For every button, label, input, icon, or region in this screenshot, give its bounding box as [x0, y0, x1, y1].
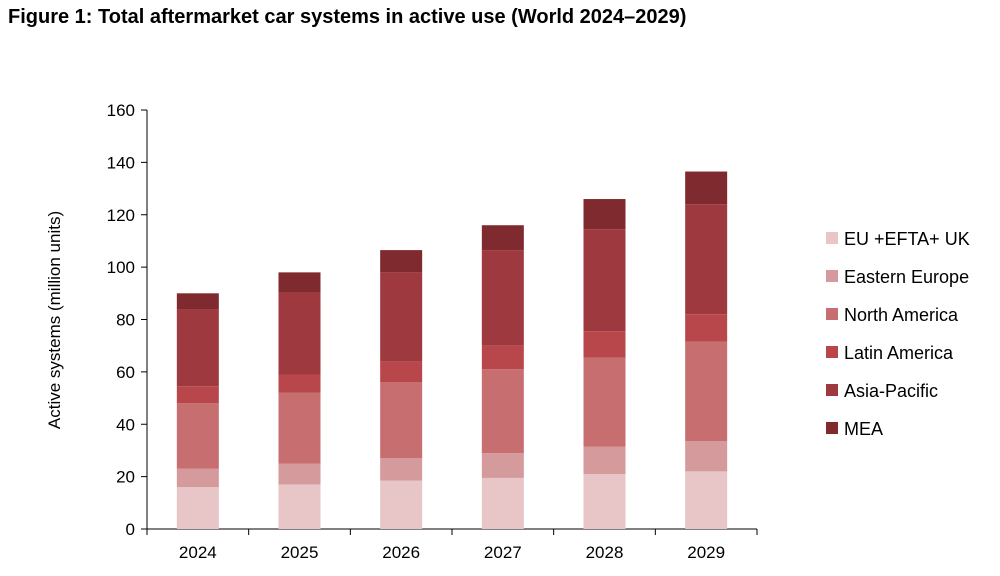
legend-label: Latin America	[844, 343, 954, 363]
bar-segment-mea	[380, 250, 423, 273]
bar-segment-asia-pacific	[481, 250, 524, 346]
legend-label: MEA	[844, 419, 883, 439]
legend-swatch	[826, 232, 838, 244]
bar-stack-2024	[176, 293, 219, 529]
bar-segment-north-america	[481, 369, 524, 454]
legend-swatch	[826, 308, 838, 320]
legend-item: EU +EFTA+ UK	[826, 229, 970, 249]
bar-stack-2028	[583, 199, 626, 529]
legend: EU +EFTA+ UK Eastern Europe North America L…	[826, 229, 970, 439]
bar-segment-north-america	[685, 341, 728, 442]
bar-segment-latin-america	[380, 361, 423, 383]
bar-segment-mea	[481, 225, 524, 251]
y-tick-label: 20	[116, 468, 135, 487]
bar-segment-eastern-europe	[481, 453, 524, 478]
bar-segment-mea	[278, 272, 321, 293]
bar-segment-eastern-europe	[685, 441, 728, 472]
x-axis: 2024 2025 2026 2027 2028 2029	[146, 528, 758, 562]
legend-label: EU +EFTA+ UK	[844, 229, 970, 249]
bar-segment-latin-america	[278, 374, 321, 393]
bar-segment-eu-efta-uk	[481, 477, 524, 529]
bar-stack-2029	[685, 171, 728, 529]
bar-segment-latin-america	[176, 386, 219, 404]
bar-segment-north-america	[176, 403, 219, 469]
legend-label: Asia-Pacific	[844, 381, 938, 401]
bar-segment-eu-efta-uk	[176, 487, 219, 529]
y-axis-title: Active systems (million units)	[45, 211, 64, 429]
legend-swatch	[826, 346, 838, 358]
bar-segment-mea	[176, 293, 219, 310]
y-tick-label: 40	[116, 415, 135, 434]
y-tick-label: 120	[107, 206, 135, 225]
bar-stack-2027	[481, 225, 524, 529]
bar-segment-latin-america	[685, 314, 728, 342]
bar-segment-asia-pacific	[583, 229, 626, 332]
bar-stack-2025	[278, 272, 321, 529]
y-tick-label: 140	[107, 153, 135, 172]
legend-item: Latin America	[826, 343, 954, 363]
legend-item: Eastern Europe	[826, 267, 969, 287]
bar-segment-north-america	[583, 357, 626, 447]
bar-segment-eu-efta-uk	[278, 484, 321, 529]
legend-swatch	[826, 384, 838, 396]
legend-swatch	[826, 422, 838, 434]
bar-segment-north-america	[380, 382, 423, 459]
bar-segment-latin-america	[583, 331, 626, 358]
bar-segment-asia-pacific	[685, 204, 728, 315]
legend-label: North America	[844, 305, 959, 325]
bar-segment-north-america	[278, 392, 321, 464]
legend-item: Asia-Pacific	[826, 381, 938, 401]
bar-segment-asia-pacific	[176, 309, 219, 387]
bar-segment-asia-pacific	[278, 292, 321, 375]
bar-segment-eastern-europe	[583, 446, 626, 475]
y-axis: 0 20 40 60 80 100 120 140 160	[107, 101, 148, 539]
bar-segment-eastern-europe	[278, 463, 321, 485]
x-tick-label: 2029	[687, 543, 725, 562]
bar-segment-eastern-europe	[380, 458, 423, 481]
legend-label: Eastern Europe	[844, 267, 969, 287]
y-tick-label: 0	[126, 520, 135, 539]
y-tick-label: 80	[116, 311, 135, 330]
bar-segment-eu-efta-uk	[380, 480, 423, 529]
legend-item: North America	[826, 305, 959, 325]
bar-segment-latin-america	[481, 345, 524, 370]
bar-segment-asia-pacific	[380, 272, 423, 362]
x-tick-label: 2025	[281, 543, 319, 562]
bar-segment-mea	[685, 171, 728, 205]
x-tick-label: 2028	[586, 543, 624, 562]
x-tick-label: 2026	[382, 543, 420, 562]
y-tick-label: 160	[107, 101, 135, 120]
bar-segment-eastern-europe	[176, 468, 219, 488]
x-tick-label: 2024	[179, 543, 217, 562]
bar-segment-eu-efta-uk	[583, 474, 626, 529]
legend-item: MEA	[826, 419, 883, 439]
chart-title: Figure 1: Total aftermarket car systems …	[8, 6, 687, 28]
bar-segment-mea	[583, 199, 626, 230]
x-tick-label: 2027	[484, 543, 522, 562]
bar-stack-2026	[380, 250, 423, 529]
legend-swatch	[826, 270, 838, 282]
y-tick-label: 100	[107, 258, 135, 277]
bar-stacks	[176, 171, 728, 529]
bar-segment-eu-efta-uk	[685, 471, 728, 529]
y-tick-label: 60	[116, 363, 135, 382]
